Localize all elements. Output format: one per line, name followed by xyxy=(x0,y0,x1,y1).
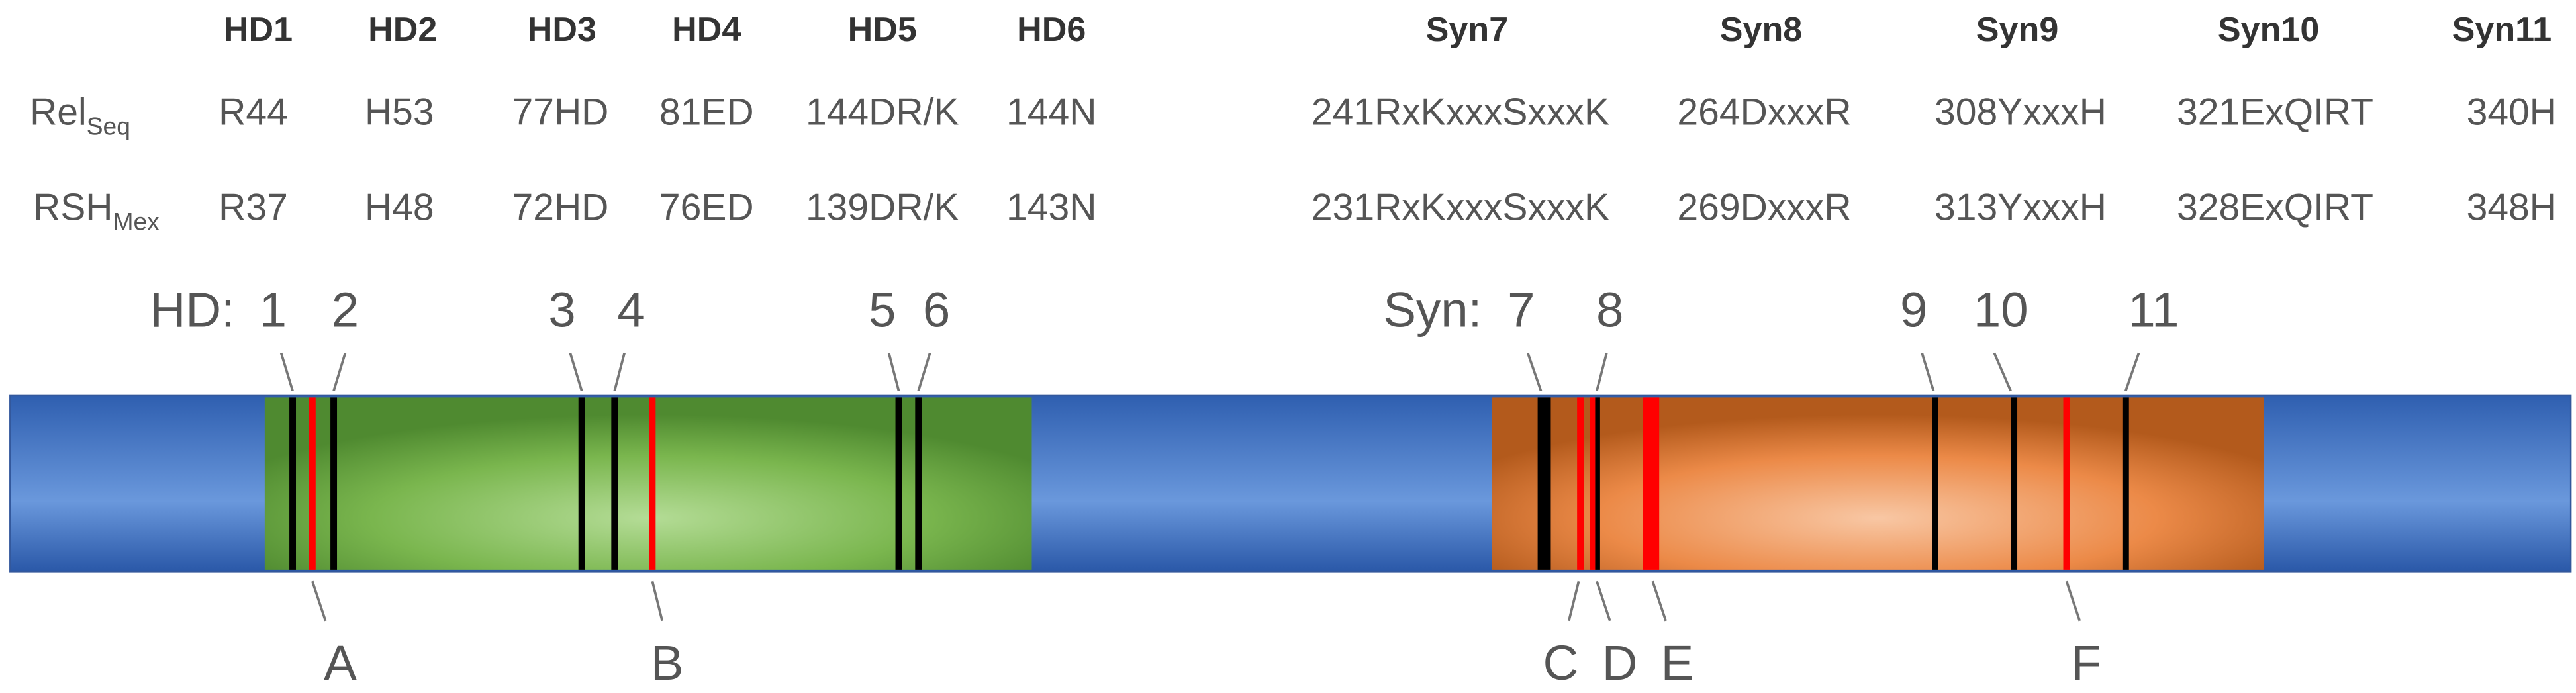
motif-value: 269DxxxR xyxy=(1677,186,1851,228)
top-marker-tick xyxy=(332,352,347,392)
bottom-marker: D xyxy=(1602,635,1638,690)
top-marker: 10 xyxy=(1974,283,2028,338)
motif-value: 144DR/K xyxy=(806,91,959,134)
column-header: Syn10 xyxy=(2218,11,2319,49)
motif-value: 308YxxxH xyxy=(1934,91,2107,134)
bottom-marker: B xyxy=(651,635,684,690)
column-header: Syn8 xyxy=(1720,11,1803,49)
motif-value: 72HD xyxy=(512,186,609,228)
column-header: HD5 xyxy=(848,11,917,49)
top-marker: 11 xyxy=(2128,283,2179,338)
top-marker: 9 xyxy=(1900,283,1927,338)
bottom-marker-tick xyxy=(651,580,664,622)
column-header: HD4 xyxy=(672,11,741,49)
row-label-sub: Seq xyxy=(87,112,130,140)
top-marker-tick xyxy=(613,352,626,391)
motif-value: 313YxxxH xyxy=(1934,186,2107,228)
motif-value: H48 xyxy=(365,186,434,228)
row-label-main: RSH xyxy=(33,186,113,228)
motif-value: 264DxxxR xyxy=(1677,91,1851,134)
bottom-marker: F xyxy=(2072,635,2101,690)
top-marker: 1 xyxy=(260,283,287,338)
motif-value: 76ED xyxy=(659,186,754,228)
row-label-sub: Mex xyxy=(113,207,160,235)
row-label: RelSeq xyxy=(30,91,130,140)
bottom-marker-tick xyxy=(2065,580,2081,622)
top-marker: 8 xyxy=(1596,283,1623,338)
hd-prefix: HD: xyxy=(150,283,235,338)
bottom-marker-tick xyxy=(1596,580,1611,622)
top-marker: 4 xyxy=(617,283,644,338)
top-marker-tick xyxy=(917,352,931,392)
syn-domain xyxy=(1492,397,2264,570)
motif-value: 348H xyxy=(2467,186,2557,228)
column-header: Syn9 xyxy=(1976,11,2059,49)
motif-value: 143N xyxy=(1006,186,1096,228)
row-label-main: Rel xyxy=(30,91,87,134)
bottom-marker-tick xyxy=(311,580,327,622)
motif-value: 231RxKxxxSxxxK xyxy=(1312,186,1609,228)
motif-value: 77HD xyxy=(512,91,609,134)
top-marker: 6 xyxy=(923,283,950,338)
top-marker: 3 xyxy=(548,283,575,338)
top-marker: 5 xyxy=(869,283,896,338)
hd-domain xyxy=(264,397,1032,570)
motif-value: 340H xyxy=(2467,91,2557,134)
column-header: Syn7 xyxy=(1426,11,1509,49)
column-header: HD3 xyxy=(528,11,596,49)
top-marker-tick xyxy=(569,352,583,392)
top-marker-tick xyxy=(1526,352,1543,392)
column-header: HD6 xyxy=(1017,11,1086,49)
column-header: HD1 xyxy=(224,11,293,49)
bottom-marker: E xyxy=(1661,635,1694,690)
top-marker-tick xyxy=(279,352,294,392)
bottom-marker: A xyxy=(324,635,357,690)
top-marker-tick xyxy=(2124,352,2140,392)
motif-value: 144N xyxy=(1006,91,1096,134)
top-marker: 2 xyxy=(332,283,359,338)
motif-value: 328ExQIRT xyxy=(2177,186,2373,228)
column-header: HD2 xyxy=(368,11,437,49)
motif-value: 139DR/K xyxy=(806,186,959,228)
bottom-marker: C xyxy=(1543,635,1578,690)
bottom-marker-tick xyxy=(1567,580,1580,622)
row-label: RSHMex xyxy=(33,186,160,235)
top-marker-tick xyxy=(1921,352,1935,392)
top-marker: 7 xyxy=(1507,283,1535,338)
top-marker-tick xyxy=(887,352,900,391)
motif-value: 321ExQIRT xyxy=(2177,91,2373,134)
top-marker-tick xyxy=(1993,352,2012,392)
motif-value: R44 xyxy=(218,91,288,134)
motif-value: 241RxKxxxSxxxK xyxy=(1312,91,1609,134)
motif-value: 81ED xyxy=(659,91,754,134)
motif-lines xyxy=(289,397,2129,570)
syn-prefix: Syn: xyxy=(1383,283,1482,338)
motif-value: R37 xyxy=(218,186,288,228)
motif-value: H53 xyxy=(365,91,434,134)
top-marker-tick xyxy=(1596,352,1608,391)
bottom-marker-tick xyxy=(1651,580,1667,622)
column-header: Syn11 xyxy=(2452,11,2552,49)
